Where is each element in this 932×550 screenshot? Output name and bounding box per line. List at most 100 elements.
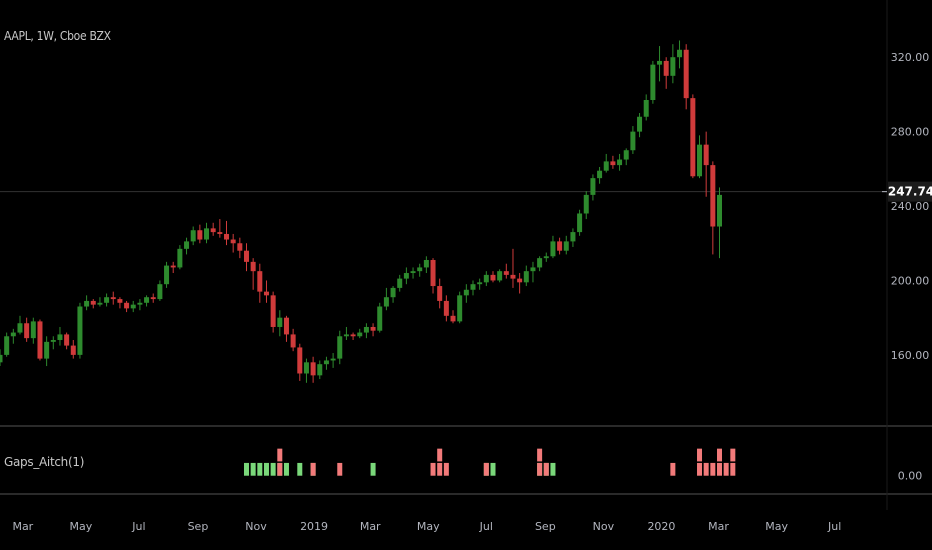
candle[interactable] (70, 340, 76, 359)
candle[interactable] (10, 328, 16, 344)
candle[interactable] (310, 356, 316, 383)
candle[interactable] (104, 293, 110, 307)
candle[interactable] (77, 302, 83, 359)
candle[interactable] (263, 280, 269, 303)
candle[interactable] (530, 261, 536, 283)
candle[interactable] (463, 284, 469, 303)
candle[interactable] (363, 323, 369, 339)
candle[interactable] (670, 44, 676, 84)
candle[interactable] (583, 191, 589, 220)
candle[interactable] (643, 94, 649, 121)
candle[interactable] (90, 299, 96, 309)
candle[interactable] (663, 57, 669, 89)
candle[interactable] (617, 153, 623, 171)
candle[interactable] (557, 237, 563, 255)
candle[interactable] (177, 245, 183, 270)
candle[interactable] (17, 315, 23, 335)
candle[interactable] (230, 233, 236, 253)
candle[interactable] (650, 60, 656, 104)
candle[interactable] (350, 332, 356, 340)
candle[interactable] (330, 353, 336, 368)
candle[interactable] (337, 330, 343, 365)
candle[interactable] (563, 235, 569, 255)
candle[interactable] (470, 280, 476, 296)
candle[interactable] (290, 328, 296, 352)
candle[interactable] (597, 166, 603, 184)
candle[interactable] (130, 300, 136, 313)
candle[interactable] (510, 248, 516, 288)
candle[interactable] (257, 263, 263, 303)
candle[interactable] (570, 228, 576, 247)
candle[interactable] (417, 263, 423, 277)
candle[interactable] (323, 356, 329, 370)
candle[interactable] (503, 263, 509, 279)
candle[interactable] (4, 332, 10, 357)
candle[interactable] (157, 280, 163, 301)
candle[interactable] (0, 349, 3, 367)
candle[interactable] (164, 261, 170, 288)
candle[interactable] (283, 315, 289, 342)
candle[interactable] (24, 317, 30, 342)
candle[interactable] (677, 40, 683, 69)
candle[interactable] (603, 153, 609, 173)
candle[interactable] (224, 220, 230, 246)
candle[interactable] (343, 326, 349, 340)
candle[interactable] (690, 94, 696, 179)
candle[interactable] (497, 269, 503, 283)
candle[interactable] (30, 317, 36, 344)
candle[interactable] (150, 293, 156, 303)
candle[interactable] (697, 135, 703, 179)
candle[interactable] (217, 219, 223, 238)
candle[interactable] (64, 332, 70, 350)
candle[interactable] (190, 226, 196, 246)
candle[interactable] (44, 336, 50, 367)
candle[interactable] (550, 235, 556, 259)
candle[interactable] (543, 252, 549, 262)
candle[interactable] (517, 273, 523, 294)
candle[interactable] (490, 271, 496, 283)
candle[interactable] (357, 328, 363, 339)
candle[interactable] (590, 174, 596, 201)
candle[interactable] (683, 44, 689, 110)
candle[interactable] (403, 267, 409, 285)
candle[interactable] (137, 299, 143, 311)
candle[interactable] (637, 113, 643, 138)
candle[interactable] (477, 278, 483, 290)
candle[interactable] (423, 256, 429, 274)
candle[interactable] (703, 131, 709, 197)
candle[interactable] (577, 209, 583, 236)
candle[interactable] (243, 243, 249, 272)
candle[interactable] (110, 291, 116, 305)
candle[interactable] (443, 295, 449, 322)
candle[interactable] (144, 295, 150, 307)
candle[interactable] (84, 295, 90, 311)
candle[interactable] (377, 302, 383, 333)
candle[interactable] (716, 187, 722, 259)
candle[interactable] (237, 237, 243, 259)
candle[interactable] (383, 287, 389, 311)
candle[interactable] (630, 126, 636, 154)
candle[interactable] (390, 286, 396, 303)
candle[interactable] (277, 310, 283, 337)
candle[interactable] (50, 336, 56, 350)
candle[interactable] (270, 291, 276, 333)
candle[interactable] (317, 360, 323, 380)
candle[interactable] (210, 222, 216, 236)
candle[interactable] (610, 155, 616, 169)
candle[interactable] (537, 256, 543, 272)
candle[interactable] (37, 319, 43, 361)
candle[interactable] (204, 222, 210, 244)
candle[interactable] (124, 300, 130, 313)
candle[interactable] (303, 358, 309, 383)
candle[interactable] (483, 271, 489, 287)
candle[interactable] (97, 297, 103, 307)
candle[interactable] (57, 326, 63, 346)
candle[interactable] (410, 267, 416, 279)
candle[interactable] (297, 343, 303, 381)
candle[interactable] (437, 278, 443, 309)
candle[interactable] (117, 297, 123, 309)
candle[interactable] (710, 161, 716, 255)
candle[interactable] (457, 291, 463, 324)
candle[interactable] (197, 224, 203, 244)
